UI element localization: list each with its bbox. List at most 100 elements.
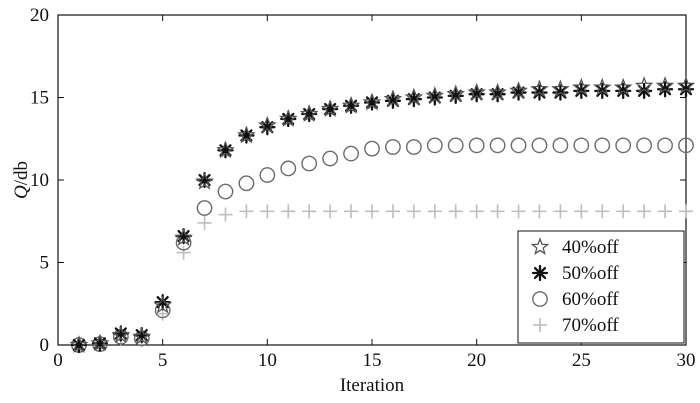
data-point (111, 325, 131, 344)
data-point (511, 204, 526, 219)
data-point (383, 89, 403, 108)
data-point (153, 295, 173, 314)
data-point (637, 204, 652, 219)
data-point (257, 115, 277, 134)
data-point (468, 137, 485, 154)
data-point (404, 87, 424, 106)
data-point (634, 76, 654, 94)
x-tick-label: 30 (677, 350, 696, 371)
data-point (636, 137, 653, 154)
data-point (385, 204, 400, 219)
data-point (281, 204, 296, 219)
x-tick-label: 25 (572, 350, 591, 371)
x-tick-label: 0 (53, 350, 63, 371)
data-point (132, 326, 152, 345)
legend-marker (531, 264, 549, 282)
data-point (239, 204, 254, 219)
series-circle (71, 137, 694, 353)
y-tick-label: 0 (40, 335, 50, 356)
y-axis-title-unit: /db (11, 161, 32, 185)
data-point (467, 82, 487, 101)
legend-label: 70%off (562, 315, 619, 336)
data-point (447, 137, 464, 154)
data-point (301, 155, 318, 172)
data-point (218, 207, 233, 222)
data-point (552, 137, 569, 154)
data-point (302, 204, 317, 219)
data-point (69, 335, 89, 353)
data-point (676, 76, 696, 94)
data-point (260, 204, 275, 219)
data-point (280, 160, 297, 177)
data-point (216, 140, 235, 159)
series-star (69, 76, 696, 353)
x-tick-label: 10 (258, 350, 277, 371)
data-point (532, 204, 547, 219)
data-point (530, 79, 549, 98)
data-point (195, 171, 214, 190)
legend-marker (530, 237, 550, 255)
legend-label: 60%off (562, 289, 619, 310)
y-tick-label: 5 (40, 253, 50, 274)
y-axis-title-symbol: Q (11, 185, 32, 199)
x-tick-label: 5 (158, 350, 168, 371)
data-point (323, 204, 338, 219)
data-point (425, 86, 445, 104)
data-point (655, 76, 675, 94)
data-point (510, 137, 527, 154)
data-point (385, 139, 401, 155)
x-axis-title: Iteration (340, 375, 405, 396)
data-point (446, 84, 466, 103)
data-point (341, 95, 361, 114)
data-point (658, 204, 673, 219)
data-point (490, 204, 505, 219)
data-point (196, 200, 213, 216)
data-point (571, 77, 591, 96)
legend-marker (533, 318, 547, 332)
y-tick-label: 15 (30, 88, 49, 109)
data-point (427, 204, 442, 219)
data-point (594, 137, 611, 154)
data-point (592, 77, 612, 96)
data-points (69, 76, 696, 354)
data-point (426, 137, 443, 154)
data-point (551, 79, 570, 98)
data-point (553, 204, 568, 219)
legend-label: 40%off (562, 237, 619, 258)
data-point (322, 150, 339, 167)
data-point (509, 81, 528, 99)
data-point (176, 245, 191, 260)
legend-label: 50%off (562, 263, 619, 284)
data-point (679, 204, 693, 219)
data-point (574, 204, 589, 219)
data-point (365, 204, 379, 219)
y-tick-label: 10 (30, 170, 49, 191)
data-point (90, 333, 110, 352)
data-point (678, 137, 694, 154)
data-point (237, 125, 256, 144)
data-point (489, 137, 506, 154)
data-point (217, 183, 234, 200)
data-point (259, 167, 276, 183)
data-point (573, 137, 590, 154)
data-point (344, 204, 359, 219)
data-point (615, 137, 632, 154)
data-point (616, 204, 631, 219)
y-axis-title: Q/db (11, 161, 32, 199)
y-tick-label: 20 (30, 5, 49, 26)
x-tick-label: 20 (467, 350, 486, 371)
legend-marker (532, 291, 548, 307)
data-point (488, 82, 507, 101)
axis-ticks: 0 5 10 15 20 25 30 0 5 10 15 20 (30, 5, 696, 371)
data-point (238, 175, 255, 192)
data-point (362, 92, 382, 111)
data-point (405, 139, 422, 155)
data-point (531, 137, 548, 154)
data-point (364, 140, 380, 157)
data-point (657, 137, 673, 154)
data-point (469, 204, 484, 219)
data-point (595, 204, 610, 219)
data-point (343, 145, 359, 162)
data-point (613, 77, 633, 96)
